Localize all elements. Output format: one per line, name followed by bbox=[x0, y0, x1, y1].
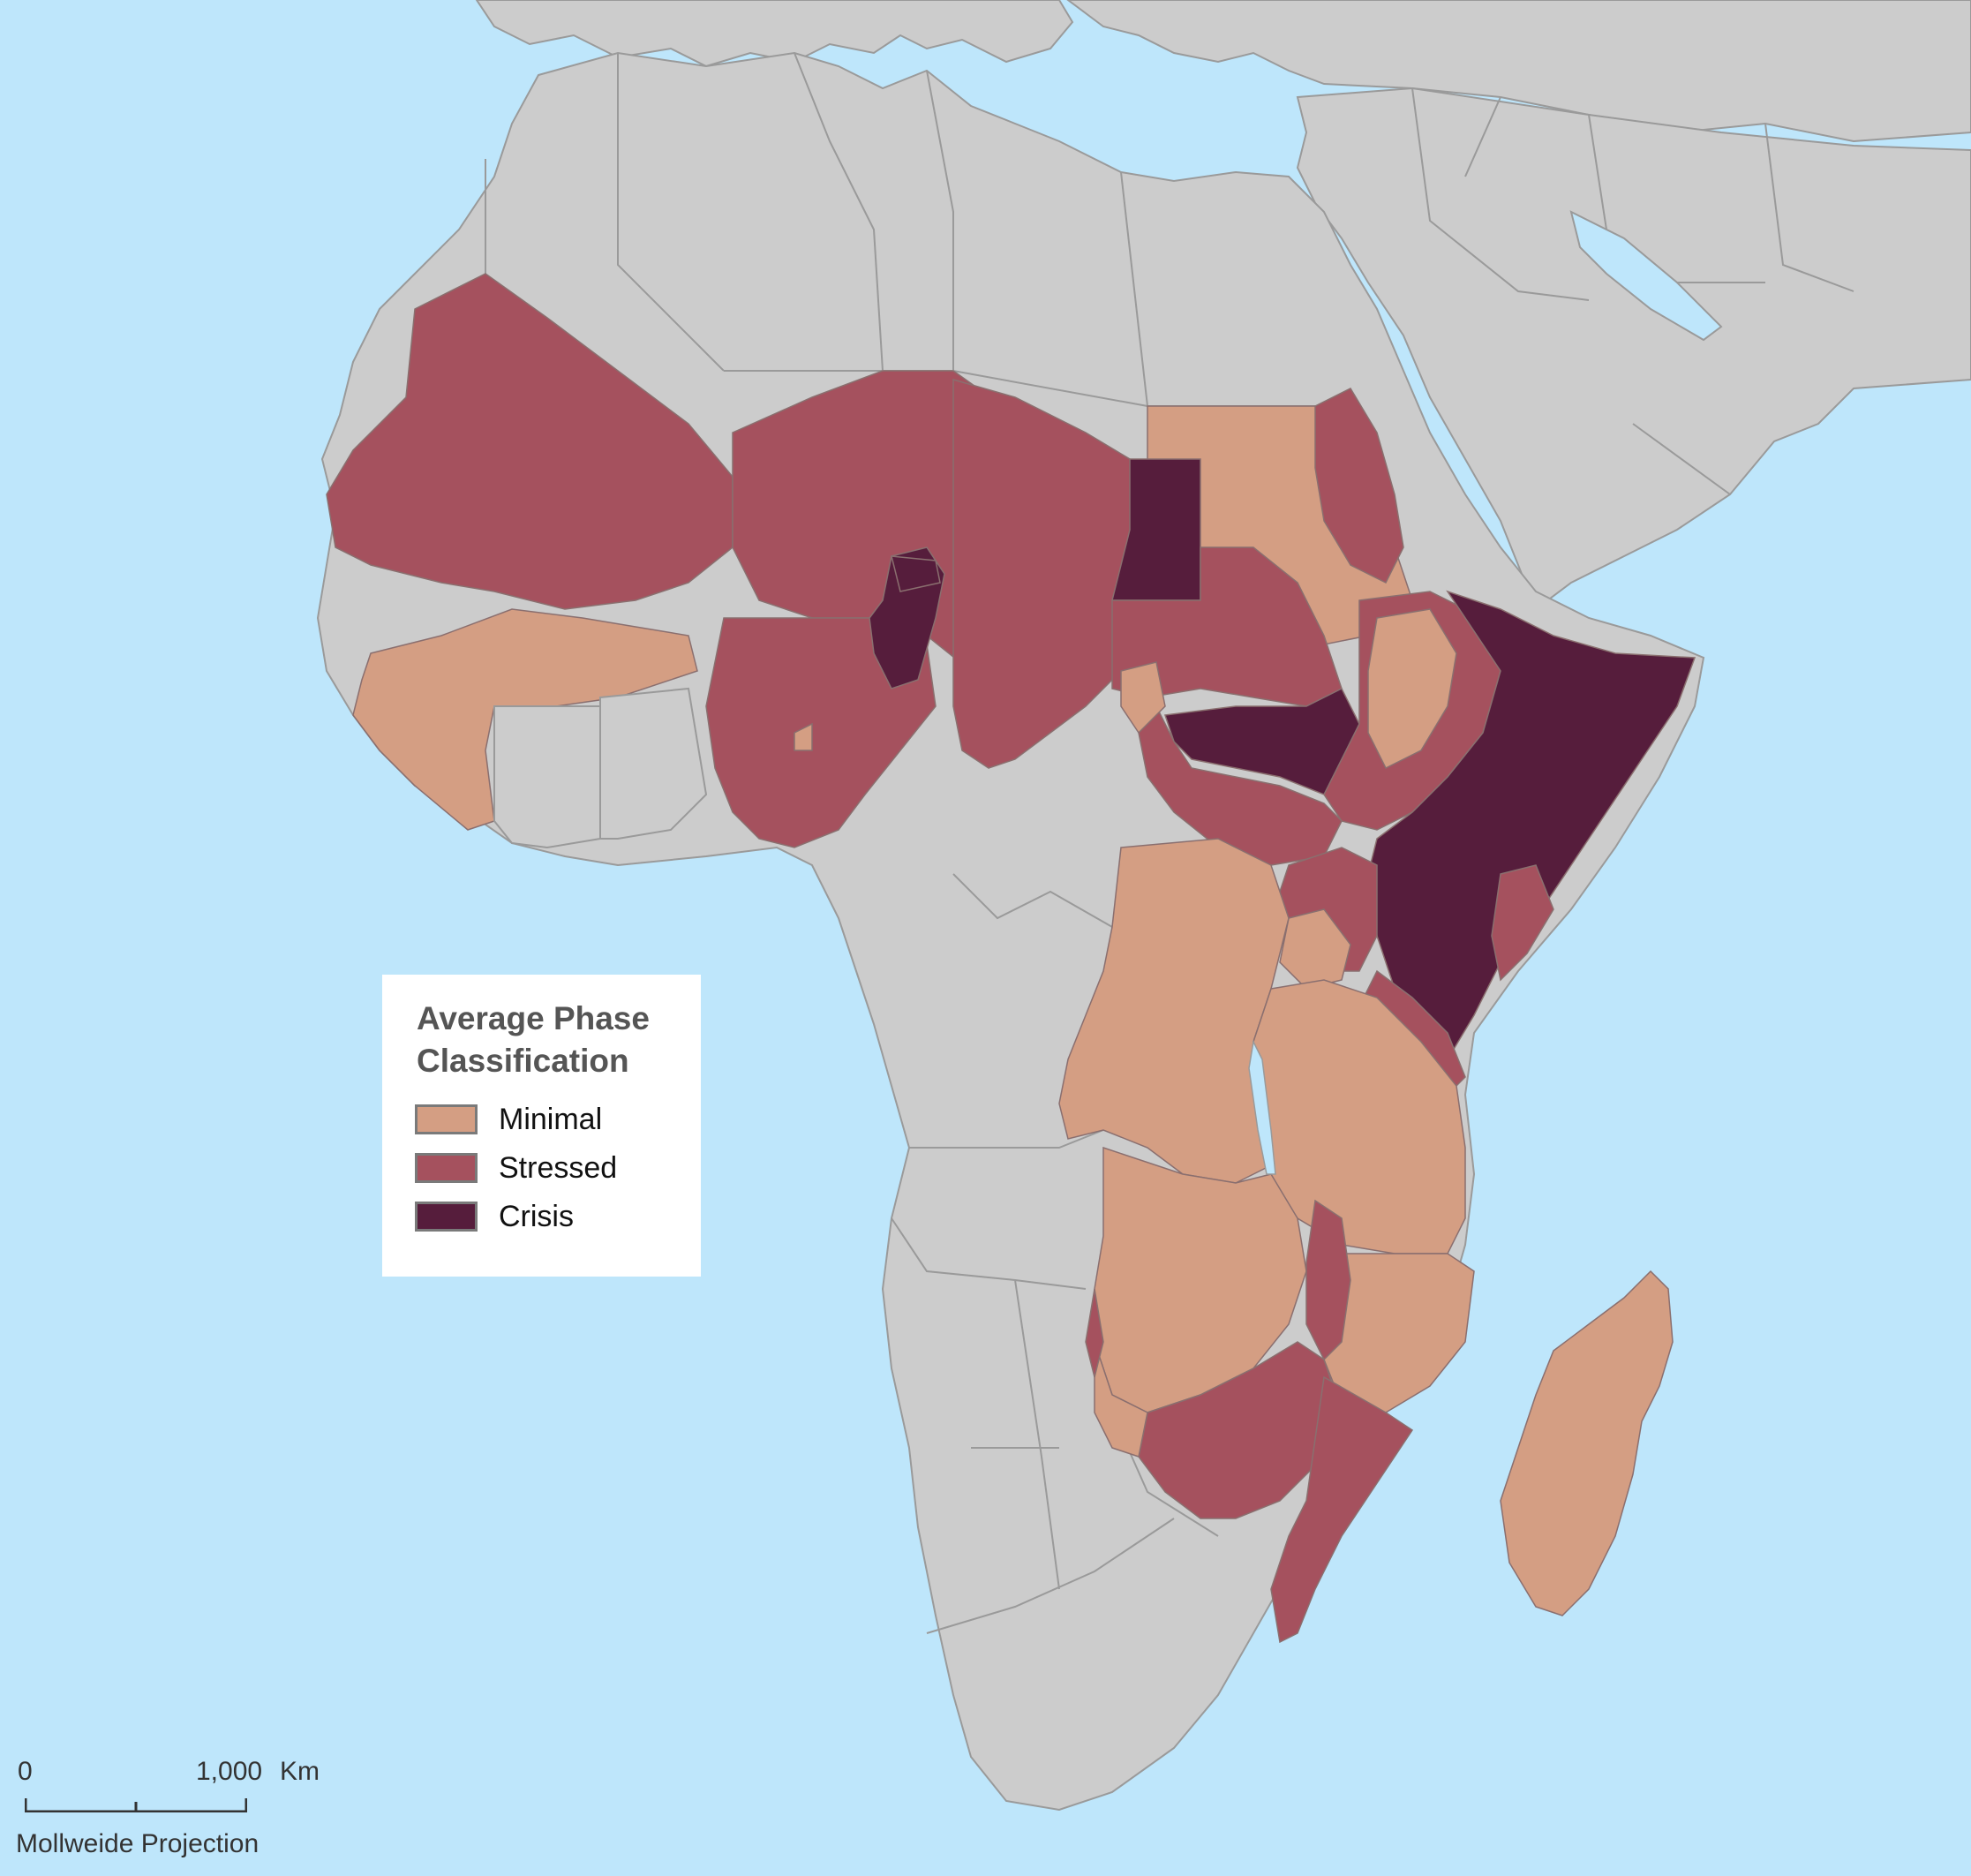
malawi-stressed bbox=[1305, 1199, 1351, 1361]
legend-title-line-1: Average Phase bbox=[417, 1000, 650, 1036]
sudan-minimal-west bbox=[1120, 661, 1166, 735]
legend-label-stressed: Stressed bbox=[499, 1151, 618, 1185]
west-sahel-stressed bbox=[326, 273, 733, 610]
arabian-peninsula bbox=[1296, 87, 1971, 611]
persian-gulf bbox=[1569, 210, 1723, 342]
scale-bar-group: 0 1,000 Km Mollweide Projection bbox=[16, 1757, 334, 1863]
angola-south-stressed bbox=[1085, 1288, 1104, 1378]
south-sudan-stressed bbox=[1138, 704, 1343, 866]
zambia-south-minimal bbox=[1094, 1341, 1148, 1458]
nigeria-minimal-patch bbox=[794, 722, 813, 751]
somalia-south-stressed bbox=[1491, 864, 1554, 982]
scale-start-label: 0 bbox=[18, 1757, 33, 1786]
uganda-minimal bbox=[1279, 908, 1351, 990]
legend: Average Phase Classification Minimal Str… bbox=[382, 975, 701, 1277]
legend-title-line-2: Classification bbox=[417, 1043, 629, 1079]
legend-label-crisis: Crisis bbox=[499, 1200, 574, 1233]
legend-label-minimal: Minimal bbox=[499, 1103, 603, 1136]
projection-label: Mollweide Projection bbox=[16, 1829, 260, 1858]
sudan-east-stressed bbox=[1314, 388, 1404, 584]
legend-swatch-minimal bbox=[415, 1104, 478, 1134]
chad-stressed bbox=[952, 379, 1140, 769]
niger-crisis-patch bbox=[891, 555, 941, 592]
legend-swatch-stressed bbox=[415, 1153, 478, 1183]
madagascar bbox=[1500, 1270, 1674, 1616]
scale-unit-label: Km bbox=[280, 1757, 320, 1786]
ethiopia-minimal bbox=[1367, 608, 1457, 770]
horn-crisis bbox=[1367, 590, 1696, 1061]
scale-end-label: 1,000 bbox=[196, 1757, 263, 1786]
europe-landmass bbox=[475, 0, 1074, 68]
mozambique-south-stressed bbox=[1270, 1375, 1414, 1644]
lake-tanganyika bbox=[1248, 1039, 1276, 1175]
west-coast-gray-1 bbox=[493, 705, 601, 849]
legend-title: Average Phase Classification bbox=[417, 998, 690, 1082]
scale-bar bbox=[25, 1798, 247, 1812]
west-coast-gray-2 bbox=[599, 687, 708, 840]
legend-swatch-crisis bbox=[415, 1202, 478, 1232]
